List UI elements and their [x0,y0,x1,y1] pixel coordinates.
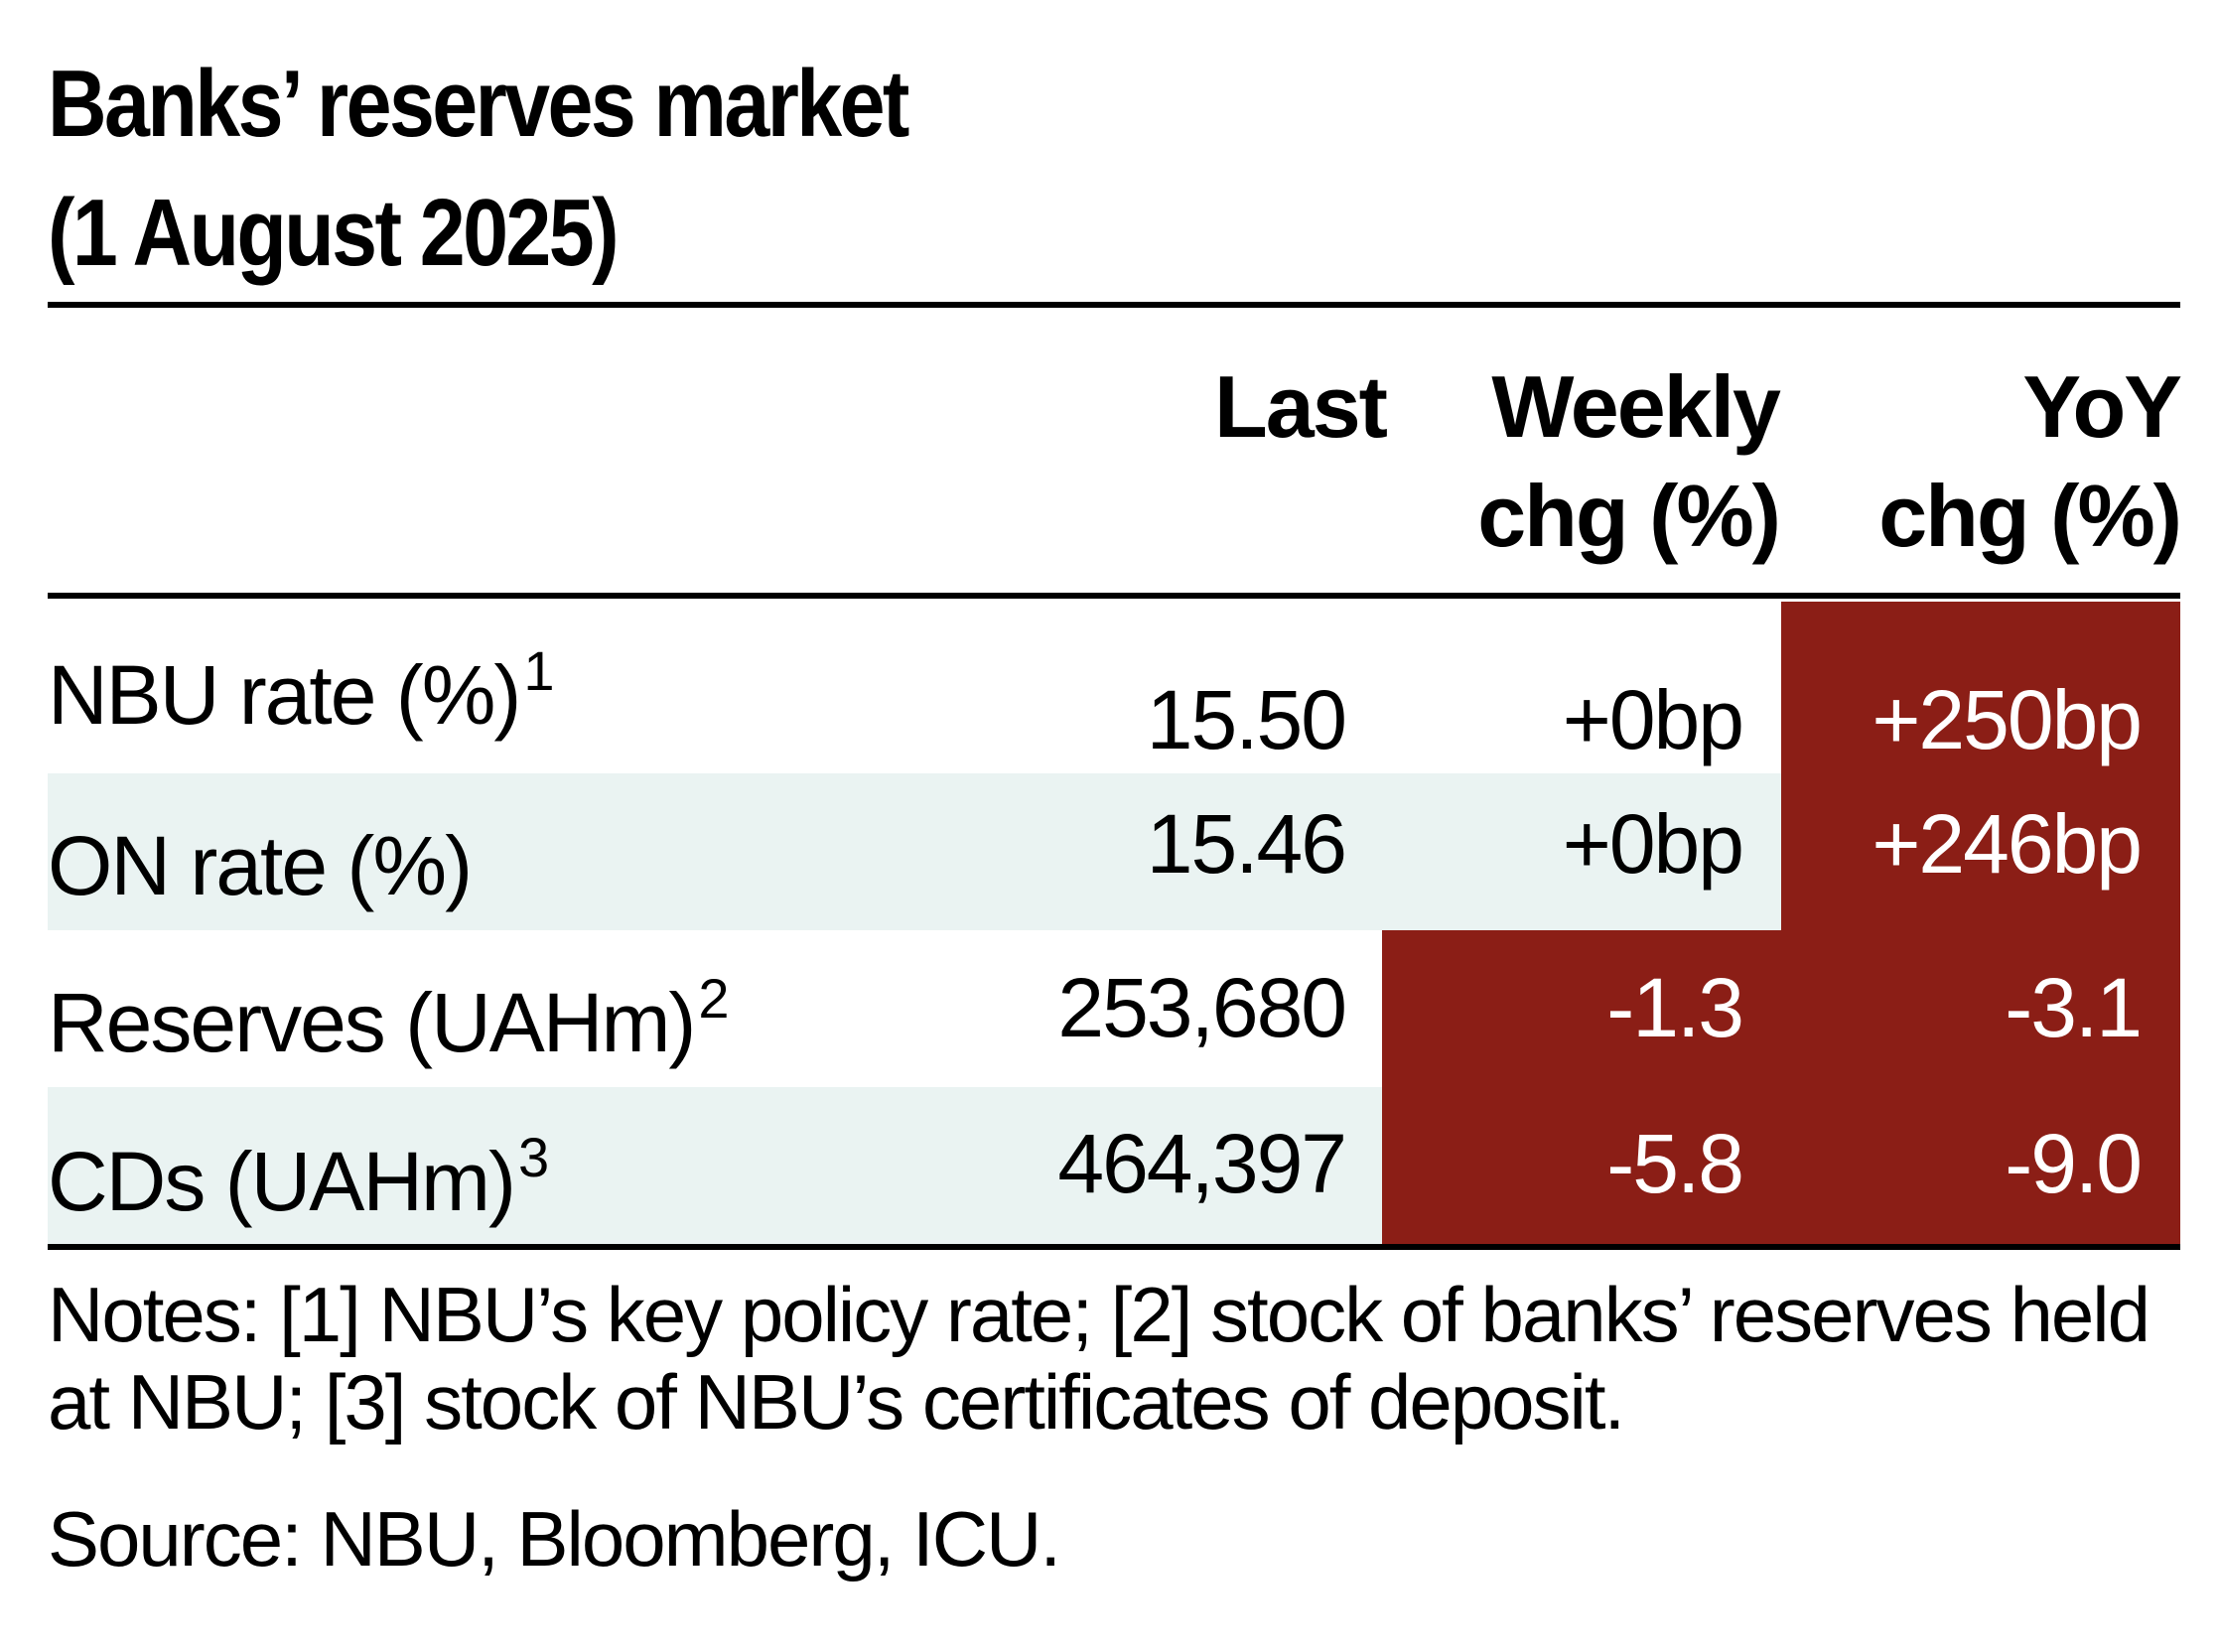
footnote-marker: 1 [523,639,554,702]
cell-last: 253,680 [1057,961,1347,1054]
title-line-1: Banks’ reserves market [48,51,909,157]
footnote-marker: 3 [517,1126,549,1188]
header-last: Last [1092,352,1388,462]
row-label-text: Reserves (UAHm) [48,976,696,1069]
cell-weekly: -5.8 [1606,1117,1744,1210]
row-label: NBU rate (%)1 [48,639,555,745]
cell-yoy: +250bp [1872,673,2143,766]
header-weekly-line-1: Weekly [1491,357,1781,456]
top-rule [48,302,2180,308]
cell-weekly: -1.3 [1606,961,1744,1054]
header-last-label: Last [1214,357,1388,456]
changes-highlight-volumes [1382,930,2180,1244]
cell-yoy: +246bp [1872,797,2143,891]
row-label: CDs (UAHm)3 [48,1126,549,1231]
cell-weekly: +0bp [1562,673,1744,766]
row-label-text: CDs (UAHm) [48,1135,516,1228]
header-yoy-line-2: chg (%) [1878,467,2182,565]
header-yoy: YoY chg (%) [1807,352,2182,571]
cell-yoy: -9.0 [2005,1117,2143,1210]
table-notes: Notes: [1] NBU’s key policy rate; [2] st… [48,1271,2151,1446]
row-label-text: NBU rate (%) [48,648,521,742]
header-weekly-line-2: chg (%) [1477,467,1781,565]
cell-last: 15.46 [1146,797,1347,891]
row-label-text: ON rate (%) [48,819,473,912]
table-source: Source: NBU, Bloomberg, ICU. [48,1495,1061,1583]
cell-last: 464,397 [1057,1117,1347,1210]
cell-last: 15.50 [1146,673,1347,766]
row-label: Reserves (UAHm)2 [48,967,730,1072]
header-yoy-line-1: YoY [2022,357,2182,456]
header-weekly: Weekly chg (%) [1420,352,1781,571]
row-label: ON rate (%) [48,816,473,915]
bottom-rule [48,1244,2180,1250]
cell-weekly: +0bp [1562,797,1744,891]
yoy-highlight-rates [1781,602,2180,930]
title-line-2: (1 August 2025) [48,180,620,286]
header-rule [48,593,2180,599]
cell-yoy: -3.1 [2005,961,2143,1054]
footnote-marker: 2 [698,967,729,1030]
table-title: Banks’ reserves market (1 August 2025) [48,40,1883,298]
